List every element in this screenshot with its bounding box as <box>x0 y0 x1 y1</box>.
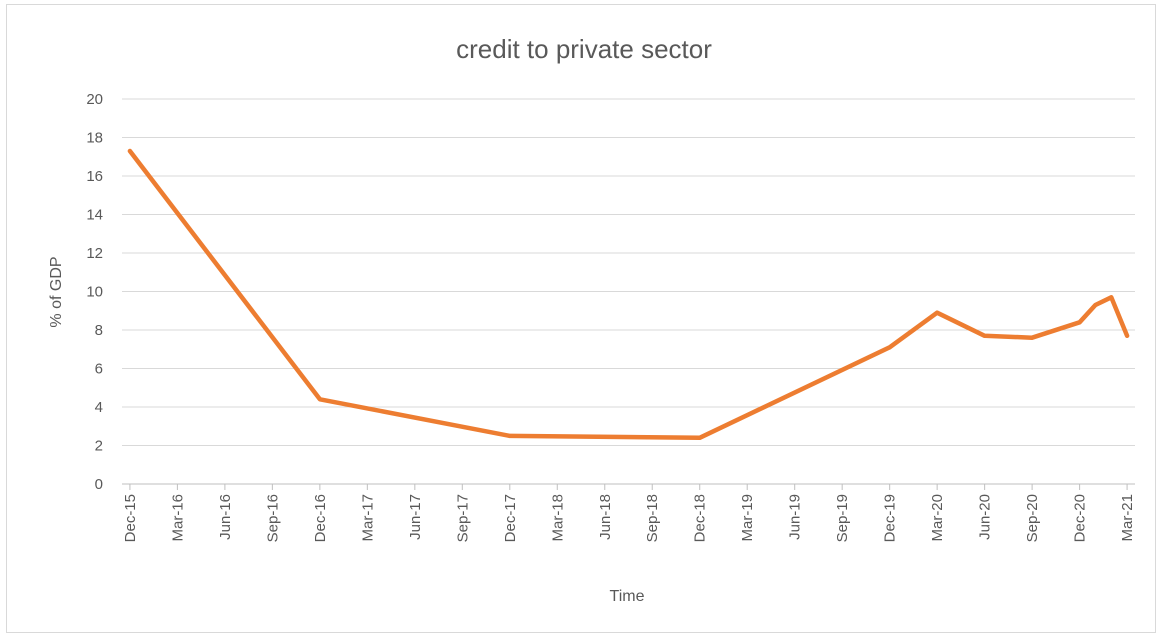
y-axis-title: % of GDP <box>48 256 65 327</box>
x-tick-label: Dec-15 <box>122 494 139 542</box>
x-tick-label: Sep-20 <box>1024 494 1041 542</box>
x-tick-label: Mar-20 <box>929 494 946 542</box>
series-line <box>127 148 1130 441</box>
y-tick-label: 0 <box>95 476 103 493</box>
y-tick-label: 16 <box>86 168 103 185</box>
x-tick-label: Mar-17 <box>359 494 376 542</box>
x-tick-label: Jun-17 <box>407 494 424 540</box>
chart-title: credit to private sector <box>456 34 712 64</box>
gridlines <box>122 98 1135 485</box>
x-tick-label: Dec-20 <box>1072 494 1089 542</box>
y-tick-label: 2 <box>95 438 103 455</box>
x-tick-label: Dec-16 <box>312 494 329 542</box>
x-tick-label: Sep-18 <box>644 494 661 542</box>
x-tick-label: Mar-21 <box>1119 494 1136 542</box>
x-axis-title: Time <box>610 588 645 605</box>
y-tick-label: 14 <box>86 207 103 224</box>
y-tick-label: 12 <box>86 245 103 262</box>
x-tick-label: Mar-18 <box>549 494 566 542</box>
y-tick-label: 4 <box>95 399 103 416</box>
x-tick-label: Jun-18 <box>597 494 614 540</box>
x-tick-label: Mar-16 <box>169 494 186 542</box>
chart-frame <box>6 4 1156 633</box>
y-tick-label: 10 <box>86 284 103 301</box>
y-tick-label: 6 <box>95 361 103 378</box>
x-tick-label: Dec-17 <box>502 494 519 542</box>
x-tick-label: Sep-19 <box>834 494 851 542</box>
y-tick-label: 18 <box>86 130 103 147</box>
x-tick-label: Jun-20 <box>977 494 994 540</box>
x-tick-label: Jun-16 <box>217 494 234 540</box>
x-tick-label: Jun-19 <box>787 494 804 540</box>
x-tick-label: Mar-19 <box>739 494 756 542</box>
x-tick-label: Dec-18 <box>692 494 709 542</box>
y-axis-ticks: 0 2 4 6 8 10 12 14 16 18 20 <box>86 91 103 493</box>
x-tick-label: Dec-19 <box>882 494 899 542</box>
x-tick-label: Sep-17 <box>454 494 471 542</box>
series-layer <box>127 148 1130 441</box>
x-tick-label: Sep-16 <box>264 494 281 542</box>
y-tick-label: 8 <box>95 322 103 339</box>
x-axis-ticks: Dec-15 Mar-16 Jun-16 Sep-16 Dec-16 Mar-17 Jun-… <box>122 484 1136 542</box>
y-tick-label: 20 <box>86 91 103 108</box>
